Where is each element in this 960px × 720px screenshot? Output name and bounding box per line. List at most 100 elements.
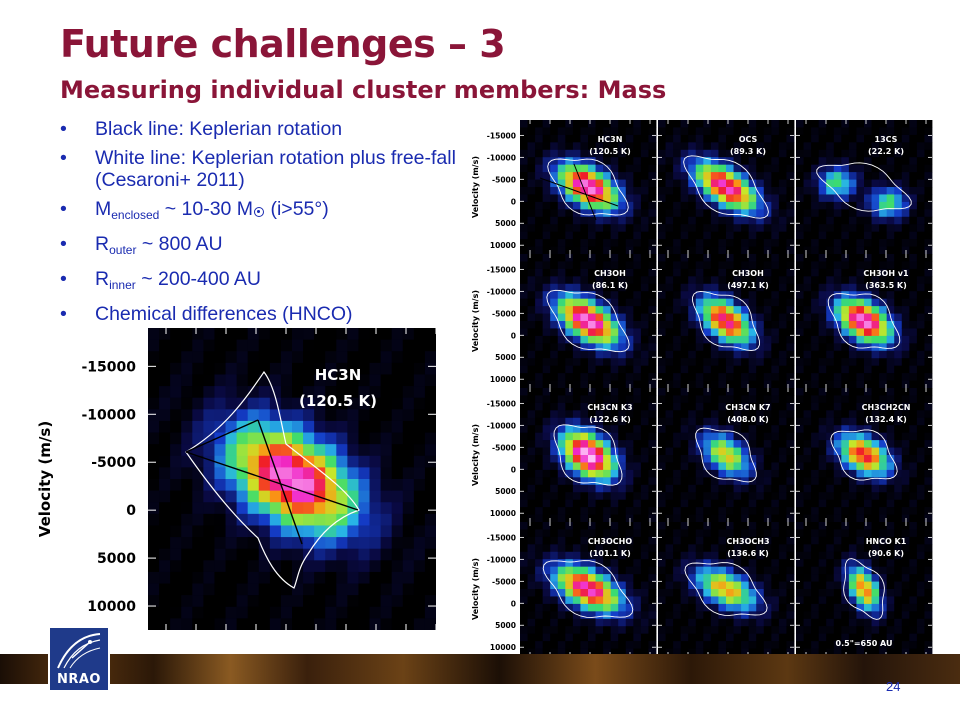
grid-y-tick-label: -5000 [492, 577, 516, 586]
bullet-text: ° [314, 198, 323, 220]
pv-diagram-grid: HC3N (120.5 K) -15000 -10000 -5000 0 5000 10000… [468, 118, 954, 678]
grid-y-axis-label: Velocity (m/s) [471, 290, 480, 352]
grid-y-tick-label: 5000 [495, 487, 516, 496]
bullet-subscript: enclosed [111, 208, 160, 222]
bullet-text: ~ 200-400 AU [135, 268, 261, 290]
subpanel-molecule: OCS [739, 135, 758, 144]
y-tick-label: 0 [126, 503, 136, 519]
bullet-subscript: outer [109, 243, 137, 257]
solar-mass-icon [254, 207, 265, 217]
bullet-item: • Router ~ 800 AU [60, 233, 460, 261]
grid-y-tick-label: -15000 [487, 533, 516, 542]
subpanel-contour [683, 155, 769, 219]
bullet-dot: • [60, 268, 67, 290]
subpanel-contour [542, 560, 634, 618]
pv-diagram-grid-svg: HC3N (120.5 K) -15000 -10000 -5000 0 5000 10000… [468, 118, 954, 678]
bullet-text: Black line: Keplerian rotation [95, 118, 343, 140]
bullet-dot: • [60, 118, 67, 140]
grid-y-axis-label: Velocity (m/s) [471, 156, 480, 218]
grid-y-tick-label: -5000 [492, 309, 516, 318]
subpanel-temperature: (497.1 K) [727, 281, 769, 290]
pv-subpanel: 13CS (22.2 K) [796, 120, 933, 255]
pv-subpanel: CH3OH v1 (363.5 K) [796, 254, 933, 389]
grid-y-tick-label: 0 [511, 465, 516, 474]
logo-label: NRAO [56, 672, 101, 687]
grid-y-tick-label: -10000 [487, 421, 516, 430]
subpanel-temperature: (90.6 K) [868, 549, 904, 558]
pv-map-pixels [148, 328, 436, 630]
grid-y-tick-label: 5000 [495, 219, 516, 228]
subpanel-molecule: 13CS [875, 135, 898, 144]
page-number: 24 [886, 679, 901, 694]
subpanel-contour [684, 562, 768, 616]
subpanel-temperature: (89.3 K) [730, 147, 766, 156]
subpanel-contour [692, 290, 760, 352]
subpanel-contour [695, 427, 757, 483]
slide-subtitle: Measuring individual cluster members: Ma… [60, 76, 667, 104]
pv-subpanel: CH3CN K7 (408.0 K) [658, 388, 795, 523]
grid-y-tick-label: 0 [511, 599, 516, 608]
subpanel-contour [827, 293, 901, 349]
bullet-list: • Black line: Keplerian rotation • White li… [60, 118, 460, 332]
subpanel-molecule: CH3OCH3 [726, 537, 769, 546]
grid-y-tick-label: -10000 [487, 153, 516, 162]
grid-y-tick-label: 5000 [495, 621, 516, 630]
subpanel-temperature: (122.6 K) [589, 415, 631, 424]
y-tick-label: -15000 [81, 359, 136, 375]
subpanel-molecule: CH3OH v1 [863, 269, 909, 278]
subpanel-temperature: (408.0 K) [727, 415, 769, 424]
grid-y-tick-label: -15000 [487, 399, 516, 408]
bullet-text: Chemical differences (HNCO) [95, 303, 353, 325]
subpanel-contour [546, 289, 630, 353]
grid-y-tick-label: 10000 [490, 643, 516, 652]
subpanel-contour [553, 424, 623, 486]
bullet-dot: • [60, 233, 67, 255]
nrao-logo: NRAO [48, 626, 110, 692]
grid-y-tick-label: 10000 [490, 509, 516, 518]
bullet-dot: • [60, 198, 67, 220]
subpanel-molecule: CH3OH [594, 269, 626, 278]
large-pv-diagram: -15000 -10000 -5000 0 5000 10000 Velocity (m/s… [36, 328, 436, 630]
subpanel-temperature: (132.4 K) [865, 415, 907, 424]
pv-subpanel: CH3OH (86.1 K) -15000 -10000 -5000 0 5000 10000… [471, 254, 657, 389]
bullet-text: White line: Keplerian rotation plus free… [95, 147, 456, 191]
subpanel-molecule: CH3OCHO [588, 537, 633, 546]
grid-y-tick-label: -15000 [487, 265, 516, 274]
bullet-text: ) [322, 198, 329, 220]
bullet-text: M [95, 198, 112, 220]
subpanel-molecule: CH3CN K3 [587, 403, 632, 412]
y-tick-label: 10000 [87, 599, 136, 615]
grid-y-tick-label: -10000 [487, 287, 516, 296]
pv-subpanel: HNCO K1(90.6 K)-0.500.5Offset (arcsec)0.… [796, 522, 933, 678]
bullet-item: • Rinner ~ 200-400 AU [60, 268, 460, 296]
subpanel-temperature: (86.1 K) [592, 281, 628, 290]
bullet-dot: • [60, 147, 67, 169]
y-axis-label: Velocity (m/s) [36, 421, 54, 537]
y-tick-label: 5000 [97, 551, 136, 567]
subpanel-temperature: (120.5 K) [589, 147, 631, 156]
y-tick-label: -10000 [81, 407, 136, 423]
scale-note: 0.5"=650 AU [836, 639, 893, 648]
bullet-text: R [95, 268, 110, 290]
large-pv-diagram-svg: -15000 -10000 -5000 0 5000 10000 Velocity (m/s… [36, 328, 436, 630]
pv-subpanel: CH3CH2CN (132.4 K) [796, 388, 933, 523]
pv-subpanel: CH3OH (497.1 K) [658, 254, 795, 389]
molecule-label: HC3N [315, 366, 362, 384]
subpanel-contour [816, 162, 912, 212]
pv-subpanel: HC3N (120.5 K) -15000 -10000 -5000 0 5000 10000… [471, 120, 657, 255]
bullet-item: • Chemical differences (HNCO) [60, 303, 460, 325]
grid-y-tick-label: 10000 [490, 375, 516, 384]
pv-subpanel: CH3OCH3(136.6 K)-0.500.5Offset (arcsec) [658, 522, 795, 678]
bullet-text: (i>55 [265, 198, 315, 220]
grid-y-tick-label: -5000 [492, 175, 516, 184]
grid-y-tick-label: -10000 [487, 555, 516, 564]
temperature-label: (120.5 K) [299, 392, 377, 410]
subpanel-temperature: (101.1 K) [589, 549, 631, 558]
pv-subpanel: CH3CN K3 (122.6 K) -15000 -10000 -5000 0 5000 1… [471, 388, 657, 523]
subpanel-contour [843, 558, 885, 620]
subpanel-molecule: CH3CN K7 [725, 403, 770, 412]
slide-title: Future challenges – 3 [60, 22, 506, 66]
grid-y-tick-label: 0 [511, 331, 516, 340]
freefall-contour [185, 370, 360, 589]
grid-y-axis-label: Velocity (m/s) [471, 558, 480, 620]
